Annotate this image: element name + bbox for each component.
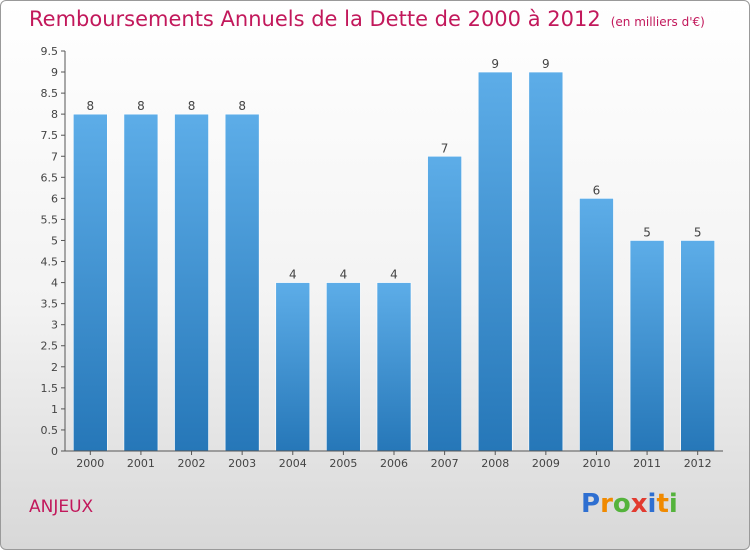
bar-value-label: 9 [542,57,550,71]
x-tick-label: 2002 [178,457,206,470]
bar-2003 [224,113,260,452]
x-axis: 2000 2001 2002 2003 2004 2005 2006 2007 2008 2009… [65,450,723,470]
y-tick-label: 4.5 [41,256,59,269]
bar-2002 [174,113,209,452]
y-tick-label: 7.5 [41,129,59,142]
x-tick-label: 2000 [76,457,104,470]
bar-value-label: 7 [441,141,449,155]
y-tick-label: 0 [51,445,58,458]
bar-2005 [326,282,361,452]
y-tick-label: 9.5 [41,45,59,58]
y-tick-label: 3.5 [41,298,59,311]
x-tick-label: 2007 [431,457,459,470]
chart-title-text: Remboursements Annuels de la Dette de 20… [29,7,601,31]
bar-value-label: 4 [289,268,297,282]
y-tick-label: 1.5 [41,382,59,395]
bar-value-label: 6 [593,183,601,197]
y-tick-label: 6.5 [41,171,59,184]
commune-name: ANJEUX [29,497,94,517]
bar-2011 [629,240,665,452]
y-tick-label: 8 [51,108,58,121]
bar-2001 [123,113,159,452]
bar-value-label: 5 [643,225,651,239]
bar-value-label: 8 [238,99,246,113]
y-tick-label: 0.5 [41,424,59,437]
y-axis: 0 0.5 1 1.5 2 2.5 3 3.5 4 4.5 5 5.5 6 6.5 7 7.5 8 8.5 9 9.5 [41,45,66,458]
x-tick-label: 2005 [329,457,357,470]
bar-2006 [376,282,412,452]
y-tick-label: 6 [51,192,58,205]
x-tick-label: 2010 [582,457,610,470]
x-tick-label: 2006 [380,457,408,470]
bar-value-label: 5 [694,225,702,239]
bar-2010 [579,198,614,452]
bar-value-label: 4 [390,268,398,282]
bars: 8 8 8 8 4 4 4 7 9 9 6 5 5 [73,57,715,452]
bar-2000 [73,113,108,452]
bar-2007 [427,155,462,452]
y-tick-label: 4 [51,277,58,290]
y-tick-label: 9 [51,66,58,79]
x-tick-label: 2001 [127,457,155,470]
unit-note: (en milliers d'€) [610,15,705,29]
y-tick-label: 2.5 [41,340,59,353]
y-tick-label: 5.5 [41,213,59,226]
y-tick-label: 2 [51,361,58,374]
x-tick-label: 2003 [228,457,256,470]
x-tick-label: 2011 [633,457,661,470]
bar-2009 [528,71,564,452]
x-tick-label: 2004 [279,457,307,470]
bar-value-label: 9 [491,57,499,71]
y-tick-label: 7 [51,150,58,163]
bar-2004 [275,282,311,452]
proxiti-logo: Proxiti [581,489,678,519]
bar-value-label: 8 [137,99,145,113]
x-tick-label: 2008 [481,457,509,470]
bar-value-label: 4 [340,268,348,282]
y-tick-label: 5 [51,234,58,247]
y-tick-label: 3 [51,319,58,332]
y-tick-label: 1 [51,403,58,416]
bar-value-label: 8 [188,99,196,113]
bar-value-label: 8 [86,99,94,113]
x-tick-label: 2009 [532,457,560,470]
bar-2008 [477,71,513,452]
y-tick-label: 8.5 [41,87,59,100]
chart-title: Remboursements Annuels de la Dette de 20… [29,7,705,31]
x-tick-label: 2012 [684,457,712,470]
bar-2012 [680,240,715,452]
